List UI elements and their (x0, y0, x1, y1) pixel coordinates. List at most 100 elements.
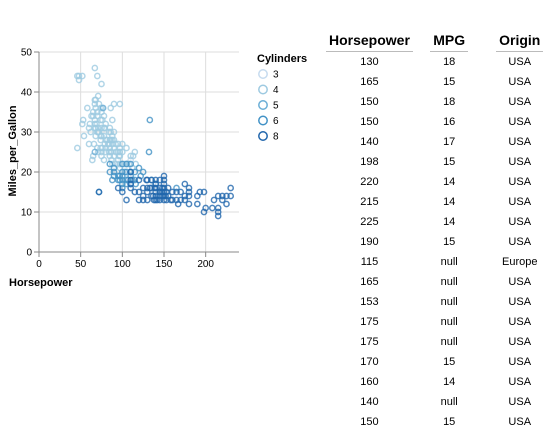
data-point-cyl-4 (88, 156, 96, 164)
cell-mpg: 15 (443, 356, 456, 368)
data-point-cyl-8 (160, 180, 168, 188)
data-points (73, 64, 235, 220)
data-point-cyl-4 (102, 120, 110, 128)
cell-horsepower: 150 (360, 116, 379, 128)
data-point-cyl-8 (227, 192, 235, 200)
data-point-cyl-4 (131, 148, 139, 156)
y-tick-label: 40 (21, 88, 33, 99)
data-point-cyl-8 (181, 196, 189, 204)
cell-mpg: 16 (443, 116, 456, 128)
cell-origin: USA (508, 336, 532, 348)
cell-mpg: 15 (443, 416, 456, 428)
table-row: 198 15 USA (326, 152, 554, 172)
data-point-cyl-4 (94, 92, 102, 100)
cell-mpg: null (440, 316, 458, 328)
cell-origin: USA (508, 96, 532, 108)
cell-horsepower: 160 (360, 376, 379, 388)
legend-label-4: 4 (273, 85, 279, 96)
data-point-cyl-4 (110, 128, 118, 136)
table-header-row: Horsepower MPG Origin (326, 28, 554, 52)
table-row: 160 14 USA (326, 372, 554, 392)
table-body: 130 18 USA 165 15 USA 150 18 USA 150 16 USA 140 17 USA… (326, 52, 554, 432)
cell-origin: USA (508, 276, 532, 288)
data-point-cyl-6 (106, 160, 114, 168)
table-row: 140 17 USA (326, 132, 554, 152)
data-point-cyl-4 (112, 140, 120, 148)
table-row: 150 16 USA (326, 112, 554, 132)
data-point-cyl-8 (143, 196, 151, 204)
header-mpg: MPG (413, 28, 486, 52)
data-point-cyl-8 (208, 204, 216, 212)
cell-mpg: null (440, 276, 458, 288)
data-table: Horsepower MPG Origin 130 18 USA 165 15 USA 15… (326, 28, 554, 432)
table-row: 225 14 USA (326, 212, 554, 232)
data-point-cyl-8 (127, 180, 135, 188)
legend-symbol-6 (258, 115, 268, 126)
data-point-cyl-8 (127, 168, 135, 176)
data-point-cyl-8 (218, 196, 226, 204)
data-point-cyl-4 (112, 148, 120, 156)
data-point-cyl-8 (127, 176, 135, 184)
cell-origin: USA (508, 176, 532, 188)
cell-mpg: 17 (443, 136, 456, 148)
data-point-cyl-4 (87, 128, 95, 136)
data-point-cyl-8 (214, 208, 222, 216)
data-point-cyl-8 (177, 196, 185, 204)
data-point-cyl-8 (223, 200, 230, 208)
legend-symbol-5 (258, 100, 268, 110)
data-point-cyl-8 (210, 196, 218, 204)
table-row: 170 15 USA (326, 352, 554, 372)
table-row: 153 null USA (326, 292, 554, 312)
legend: Cylinders 3 4 5 6 8 (257, 53, 307, 143)
axes: 0 50 100 150 200 0 10 20 30 40 50 (21, 48, 239, 270)
data-point-cyl-6 (131, 168, 139, 176)
data-point-cyl-6 (110, 164, 118, 172)
cell-origin: USA (508, 136, 532, 148)
data-point-cyl-8 (127, 184, 135, 192)
data-point-cyl-8 (177, 188, 185, 196)
data-point-cyl-4 (78, 120, 86, 128)
table-row: 190 15 USA (326, 232, 554, 252)
data-point-cyl-4 (118, 148, 126, 156)
data-point-cyl-8 (173, 188, 180, 196)
data-point-cyl-8 (185, 184, 193, 192)
data-point-cyl-8 (227, 184, 235, 192)
data-point-cyl-8 (143, 184, 151, 192)
cell-horsepower: 170 (360, 356, 379, 368)
cell-horsepower: 190 (360, 236, 379, 248)
data-point-cyl-4 (127, 152, 135, 160)
cell-horsepower: 150 (360, 416, 379, 428)
table-row: 115 null Europe (326, 252, 554, 272)
data-point-cyl-4 (93, 112, 101, 120)
table-row: 175 null USA (326, 312, 554, 332)
cell-origin: USA (508, 296, 532, 308)
cell-origin: USA (508, 396, 532, 408)
data-point-cyl-8 (162, 192, 170, 200)
table-row: 140 null USA (326, 392, 554, 412)
table-row: 150 15 USA (326, 412, 554, 432)
data-point-cyl-6 (139, 168, 147, 176)
data-point-cyl-4 (93, 108, 101, 116)
data-point-cyl-8 (131, 188, 139, 196)
table-row: 130 18 USA (326, 52, 554, 72)
data-point-cyl-8 (152, 176, 160, 184)
data-point-cyl-8 (114, 184, 122, 192)
data-point-cyl-6 (118, 180, 126, 188)
legend-label-8: 8 (273, 132, 279, 143)
legend-symbol-3 (258, 69, 268, 79)
data-point-cyl-8 (152, 188, 160, 196)
data-point-cyl-8 (148, 184, 155, 192)
legend-label-3: 3 (273, 70, 279, 81)
cell-origin: USA (508, 356, 532, 368)
cell-horsepower: 225 (360, 216, 379, 228)
data-point-cyl-6 (131, 176, 139, 184)
data-point-cyl-8 (181, 180, 189, 188)
legend-title: Cylinders (257, 53, 307, 65)
data-point-cyl-4 (80, 132, 88, 140)
data-point-cyl-8 (164, 184, 172, 192)
data-point-cyl-4 (116, 148, 124, 156)
cell-horsepower: 175 (360, 316, 379, 328)
data-point-cyl-6 (127, 160, 135, 168)
data-point-cyl-4 (123, 144, 130, 152)
cell-mpg: 14 (443, 376, 456, 388)
